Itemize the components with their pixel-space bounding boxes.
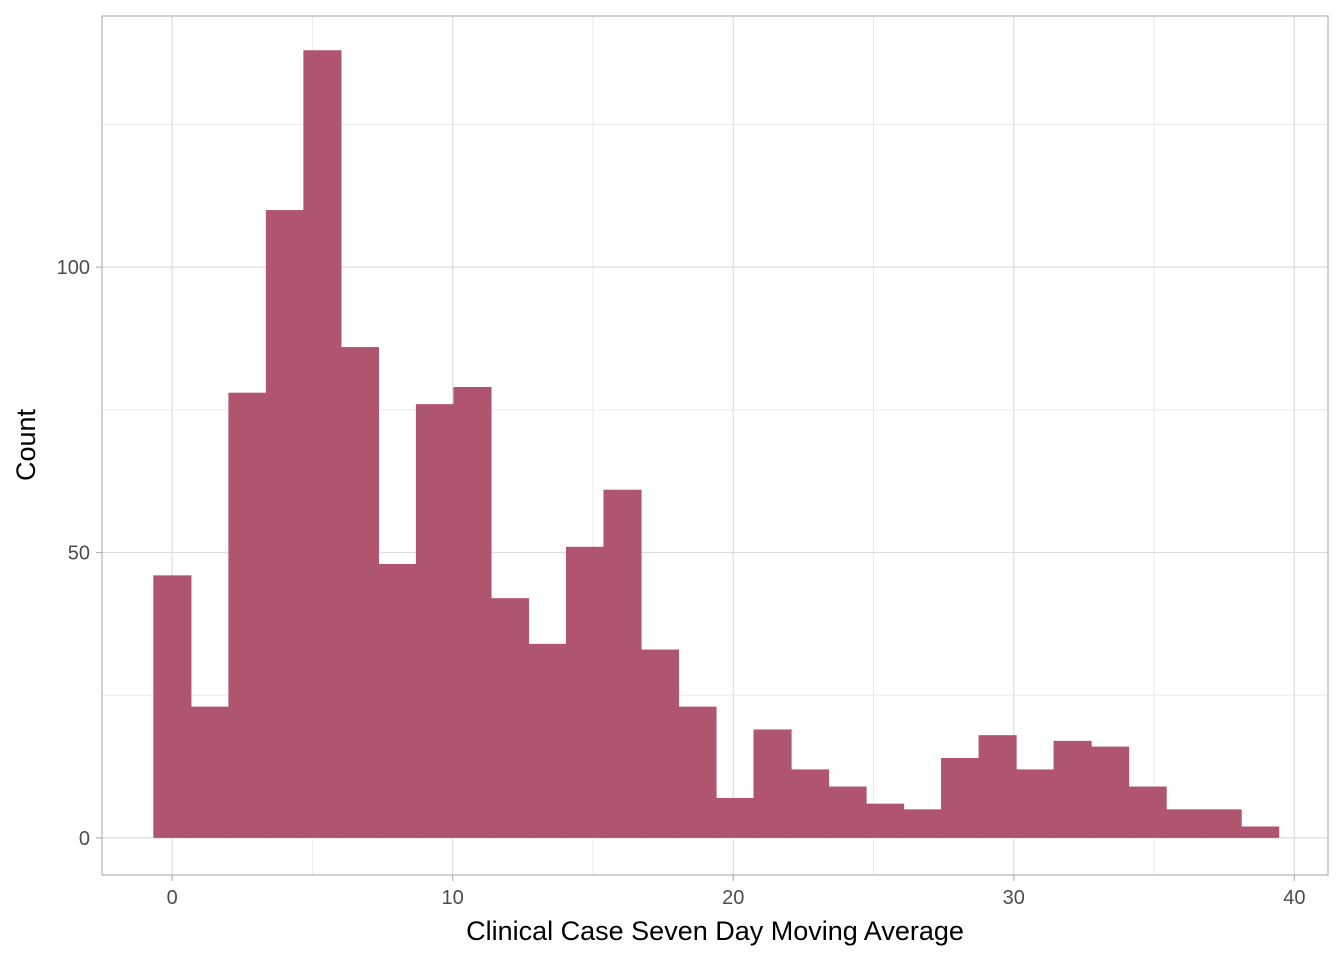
histogram-bar [1203, 809, 1242, 838]
histogram-bar [453, 386, 492, 838]
x-tick-label: 20 [722, 887, 744, 909]
histogram-bar [228, 392, 267, 838]
histogram-bar [1241, 826, 1280, 838]
y-axis-ticks: 0 50 100 [57, 257, 102, 850]
major-gridlines [102, 16, 1328, 875]
histogram-bar [753, 729, 792, 838]
histogram-bar [1053, 740, 1092, 838]
histogram-bar [490, 598, 530, 838]
histogram-bar [415, 404, 455, 838]
y-tick-label: 50 [68, 543, 90, 565]
histogram-bar [565, 546, 605, 838]
histogram-bar [828, 786, 867, 838]
histogram-bar [190, 706, 229, 838]
histogram-bar [378, 563, 417, 838]
histogram-bars [153, 50, 1280, 838]
y-tick-label: 100 [57, 257, 90, 279]
histogram-bar [1166, 809, 1205, 838]
histogram-bar [603, 489, 642, 838]
x-tick-label: 0 [167, 887, 178, 909]
histogram-bar [1016, 769, 1055, 838]
histogram-bar [1091, 746, 1130, 838]
x-axis-title: Clinical Case Seven Day Moving Average [466, 916, 964, 946]
histogram-bar [866, 803, 905, 838]
x-tick-label: 30 [1003, 887, 1025, 909]
histogram-bar [978, 735, 1017, 838]
histogram-bar [528, 643, 567, 838]
histogram-bar [153, 575, 192, 838]
histogram-bar [1128, 786, 1167, 838]
histogram-bar [640, 649, 680, 838]
x-tick-label: 10 [442, 887, 464, 909]
panel-border [101, 15, 1329, 876]
histogram-bar [791, 769, 830, 838]
histogram-bar [678, 706, 717, 838]
histogram-bar [265, 210, 304, 838]
histogram-bar [903, 809, 942, 838]
y-axis-title: Count [11, 408, 41, 481]
histogram-bar [340, 347, 379, 838]
x-tick-label: 40 [1283, 887, 1305, 909]
x-axis-ticks: 0 10 20 30 40 [167, 875, 1305, 909]
histogram-bar [303, 50, 342, 838]
histogram-bar [941, 757, 980, 838]
histogram-bar [715, 797, 755, 838]
y-tick-label: 0 [79, 828, 90, 850]
